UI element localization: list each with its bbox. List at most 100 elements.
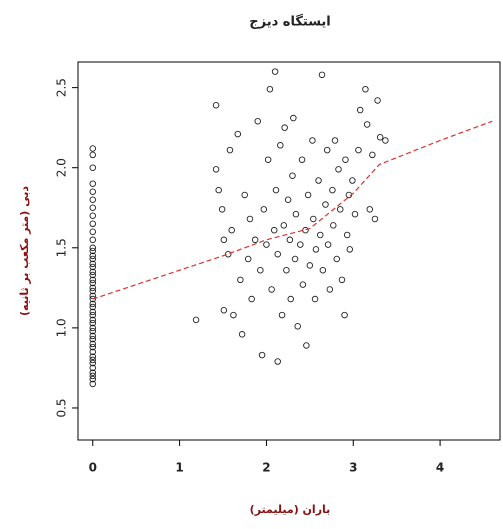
x-tick-label: 0 [89,461,97,475]
point [226,146,234,154]
point [89,319,97,327]
point [89,340,97,348]
point [331,137,339,144]
point [89,252,97,260]
point [212,166,220,173]
point [297,241,304,248]
point [89,247,97,255]
point [310,215,317,223]
point [238,331,246,338]
point [254,118,261,125]
point [89,284,97,292]
trend-line [92,120,493,300]
point [89,372,97,380]
point [257,266,264,274]
chart-title: ایستگاه دیزج [249,14,331,30]
point [89,188,97,195]
point [234,130,242,138]
point [89,212,97,220]
point [284,196,292,203]
point [302,226,309,234]
point [306,262,314,269]
point [215,186,222,194]
point [274,358,281,365]
point [220,236,228,244]
point [89,308,97,316]
point [237,276,244,284]
point [336,206,344,213]
point [346,246,354,253]
point [289,172,296,179]
point [89,295,97,303]
point [324,241,332,248]
point [343,231,351,239]
point [272,186,280,194]
point [338,276,346,284]
y-tick-label: 1.5 [55,238,69,257]
point [369,151,376,159]
point [89,353,97,360]
y-axis-title: دبی (متر مکعب بر ثانیه) [18,186,31,316]
point [330,222,337,229]
point [303,342,310,349]
point [89,151,97,159]
point [89,204,97,212]
point [376,134,384,141]
point [335,166,342,173]
point [89,332,97,340]
point [89,145,97,152]
point [366,206,374,213]
point [342,156,349,163]
point [246,215,254,223]
point [258,351,266,359]
point [89,348,97,356]
point [89,316,97,324]
point [317,231,324,239]
point [287,295,294,303]
point [356,106,364,114]
point [89,303,97,311]
point [281,124,288,131]
point [374,97,381,104]
point [244,255,252,263]
point [89,300,97,308]
point [89,244,97,252]
point [89,311,97,319]
point [329,186,336,194]
x-tick-label: 1 [175,461,183,475]
point [228,226,235,234]
point [89,260,97,268]
point [212,101,220,109]
point [89,364,97,372]
y-tick-label: 2.5 [55,78,69,97]
point [382,137,389,144]
point [268,286,275,293]
point [266,85,274,93]
plot-frame [77,61,501,441]
point [89,335,97,343]
point [309,137,316,144]
point [224,250,232,258]
point [89,268,97,276]
point [192,316,200,324]
point [363,121,371,128]
y-tick-label: 2.0 [55,158,69,177]
point [311,295,319,303]
point [292,210,300,218]
point [349,177,356,184]
point [89,196,97,203]
point [286,236,294,244]
point [294,323,301,330]
point [89,180,97,187]
point [298,156,306,163]
y-tick-label: 1.0 [55,318,69,337]
point [89,287,97,295]
point [290,114,297,122]
point [230,311,237,319]
point [89,369,97,376]
point [333,255,341,263]
x-tick-label: 3 [349,461,357,475]
y-tick-label: 0.5 [55,398,69,417]
point [271,68,279,75]
point [218,206,226,213]
